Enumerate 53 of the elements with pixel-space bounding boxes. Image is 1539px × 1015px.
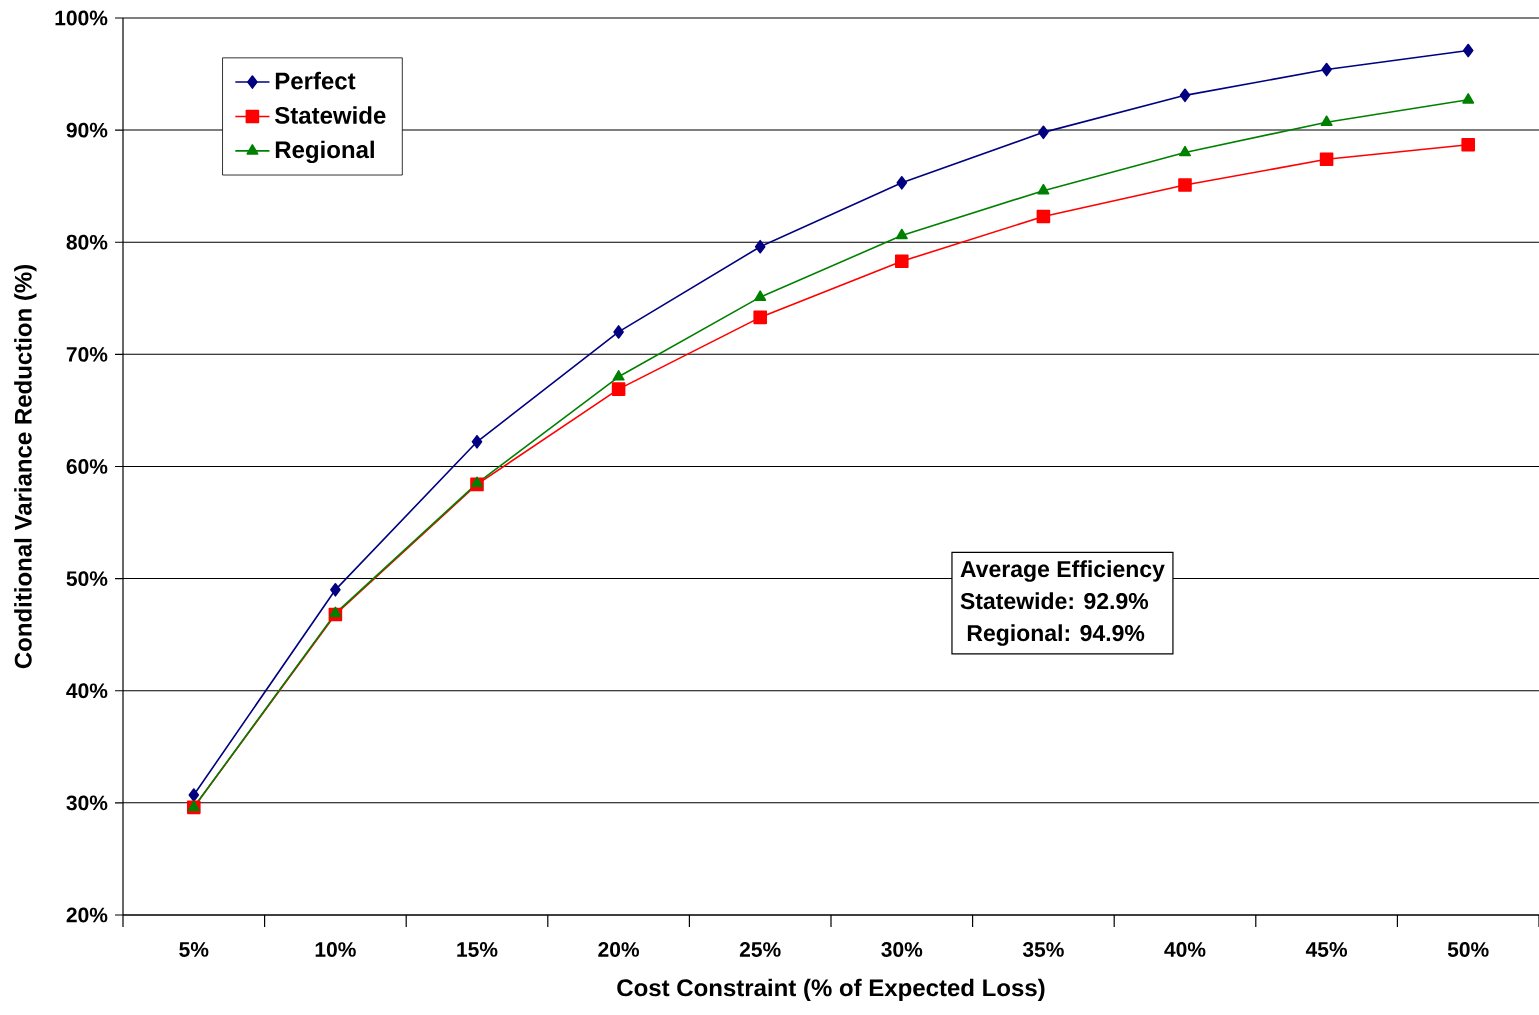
legend-label: Regional bbox=[275, 140, 374, 164]
point bbox=[471, 476, 483, 488]
point bbox=[1179, 145, 1191, 157]
point bbox=[612, 369, 625, 381]
y-tick-label: 90% bbox=[66, 122, 108, 138]
x-tick-label: 15% bbox=[457, 942, 498, 957]
legend-label: Perfect bbox=[275, 71, 356, 90]
x-tick-label: 10% bbox=[315, 942, 356, 957]
y-tick-label: 50% bbox=[66, 571, 108, 587]
x-tick-label: 30% bbox=[881, 942, 923, 957]
point bbox=[1461, 137, 1475, 152]
point bbox=[1178, 178, 1192, 192]
point bbox=[611, 382, 626, 396]
point bbox=[1320, 115, 1333, 127]
x-tick-label: 20% bbox=[598, 942, 640, 957]
point bbox=[1036, 209, 1051, 224]
point bbox=[754, 239, 766, 254]
x-tick-label: 45% bbox=[1305, 942, 1348, 957]
point bbox=[1319, 152, 1334, 167]
x-tick-label: 35% bbox=[1022, 942, 1064, 957]
point bbox=[188, 788, 200, 802]
annotation: Average Efficiency bbox=[960, 560, 1165, 582]
point bbox=[1037, 183, 1050, 195]
x-tick-label: 50% bbox=[1447, 942, 1489, 957]
y-tick-label: 70% bbox=[66, 346, 108, 362]
x-tick-label: 25% bbox=[739, 942, 781, 957]
y-tick-label: 100% bbox=[55, 10, 108, 26]
y-tick-label: 40% bbox=[66, 683, 108, 699]
point bbox=[1038, 125, 1049, 140]
point bbox=[753, 310, 767, 325]
point bbox=[1179, 88, 1191, 103]
point bbox=[895, 228, 908, 240]
annotation: Statewide: 92.9% bbox=[960, 592, 1149, 610]
x-axis-title: Cost Constraint (% of Expected Loss) bbox=[617, 978, 1045, 1002]
point bbox=[613, 325, 624, 339]
point bbox=[1462, 93, 1475, 104]
x-tick-label: 5% bbox=[179, 942, 209, 957]
point bbox=[471, 435, 483, 449]
point bbox=[1321, 62, 1332, 77]
y-tick-label: 20% bbox=[66, 907, 108, 923]
y-axis-title: Conditional Variance Reduction (%) bbox=[14, 264, 37, 669]
point bbox=[329, 606, 342, 618]
point bbox=[754, 290, 767, 301]
point bbox=[1462, 43, 1474, 58]
point bbox=[894, 254, 909, 269]
y-tick-label: 30% bbox=[66, 795, 108, 811]
point bbox=[896, 176, 908, 190]
y-tick-label: 80% bbox=[66, 234, 108, 250]
point bbox=[330, 583, 341, 597]
y-tick-label: 60% bbox=[66, 459, 108, 474]
annotation: Regional: 94.9% bbox=[967, 624, 1145, 646]
x-tick-label: 40% bbox=[1164, 942, 1206, 957]
legend-label: Statewide bbox=[274, 106, 386, 124]
